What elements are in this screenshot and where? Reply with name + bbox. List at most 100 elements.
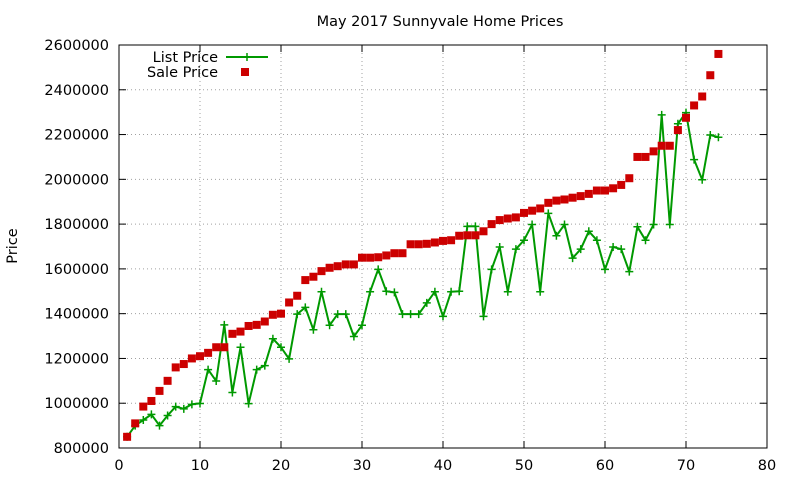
sale-price-point — [649, 147, 658, 156]
list-price-point — [495, 242, 504, 251]
list-price-point — [317, 287, 326, 296]
sale-price-point — [544, 198, 553, 207]
list-price-point — [301, 303, 310, 312]
list-price-point — [592, 236, 601, 245]
sale-price-point — [601, 186, 609, 195]
y-tick-label: 1200000 — [44, 351, 109, 367]
sale-price-point — [479, 227, 488, 236]
sale-price-point — [349, 260, 358, 269]
list-price-point — [698, 175, 707, 184]
list-price-point — [204, 365, 213, 374]
list-price-point — [422, 298, 431, 307]
x-tick-label: 70 — [677, 458, 695, 474]
list-price-point — [196, 399, 204, 408]
x-tick-label: 40 — [434, 458, 452, 474]
y-tick-labels: 800000 1000000 1200000 1400000 1600000 180000… — [44, 38, 109, 457]
list-price-point — [390, 288, 399, 297]
list-price-point — [252, 365, 261, 374]
list-price-point — [601, 265, 609, 274]
chart-title: May 2017 Sunnyvale Home Prices — [317, 14, 564, 30]
list-price-point — [641, 236, 650, 245]
list-price-point — [511, 245, 520, 254]
list-price-point — [309, 325, 318, 334]
list-price-point — [536, 287, 545, 296]
list-price-point — [706, 131, 715, 140]
list-price-point — [277, 343, 285, 352]
list-price-point — [285, 354, 294, 363]
list-price-point — [503, 287, 512, 296]
sale-price-point — [633, 152, 642, 161]
sale-price-point — [220, 343, 229, 352]
list-price-point — [358, 321, 366, 330]
x-tick-label: 80 — [758, 458, 776, 474]
sale-price-point — [382, 251, 391, 260]
sale-price-point — [511, 213, 520, 222]
sale-price-point — [187, 354, 196, 363]
sale-price-point — [560, 195, 569, 204]
legend-plus-glyph — [243, 53, 251, 61]
legend-square-marker — [241, 68, 249, 76]
list-price-point — [625, 267, 634, 276]
y-tick-label: 1600000 — [44, 262, 109, 278]
sale-price-point — [552, 196, 561, 205]
sale-price-point — [301, 276, 310, 285]
list-price-point — [171, 402, 180, 411]
list-price-point — [584, 227, 593, 236]
list-price-point — [430, 287, 439, 296]
list-price-point — [576, 245, 585, 254]
sale-price-point — [617, 180, 626, 189]
sale-price-point — [714, 49, 723, 58]
legend: List Price Sale Price — [147, 50, 268, 81]
sale-price-point — [584, 189, 593, 198]
sale-price-point — [439, 236, 447, 245]
list-price-point — [690, 155, 699, 164]
sale-price-point — [625, 174, 634, 183]
list-price-point — [341, 310, 350, 319]
sale-price-point — [131, 419, 140, 428]
list-price-point — [552, 231, 561, 240]
sale-price-point — [139, 402, 148, 411]
list-price-point — [455, 287, 464, 296]
axes — [118, 44, 768, 449]
sale-price-point — [212, 343, 221, 352]
list-price-point — [236, 343, 245, 352]
sale-price-point — [147, 396, 156, 405]
sale-price-point — [682, 113, 690, 122]
sale-price-point — [665, 141, 674, 150]
legend-label-sale-price: Sale Price — [147, 65, 218, 81]
list-price-point — [268, 334, 277, 343]
list-price-point — [382, 287, 391, 296]
x-tick-label: 20 — [272, 458, 290, 474]
sale-price-point — [487, 220, 496, 229]
sale-price-point — [179, 360, 188, 369]
list-price-point — [633, 222, 642, 231]
sale-price-point — [236, 327, 245, 336]
list-price-point — [366, 287, 375, 296]
x-tick-label: 60 — [596, 458, 614, 474]
sale-price-point — [204, 348, 213, 357]
sale-price-point — [309, 272, 318, 281]
list-price-point — [139, 416, 148, 425]
list-price-point — [657, 110, 666, 119]
list-price-point — [325, 321, 334, 330]
list-price-point — [220, 320, 229, 329]
list-price-point — [260, 361, 269, 370]
list-price-point — [333, 310, 342, 319]
grid-layer — [119, 45, 767, 448]
sale-price-point — [414, 240, 423, 249]
y-tick-label: 2200000 — [44, 128, 109, 144]
sale-price-point — [374, 253, 383, 262]
sale-price-point — [609, 184, 618, 193]
list-price-point — [520, 236, 528, 245]
sale-price-point — [463, 231, 472, 240]
y-axis-label: Price — [5, 228, 21, 263]
sale-price-point — [706, 71, 715, 80]
sale-price-point — [155, 386, 164, 395]
list-price-point — [665, 220, 674, 229]
sale-price-point — [576, 192, 585, 201]
sale-price-point — [447, 236, 456, 245]
sale-price-point — [503, 214, 512, 223]
list-price-point — [147, 410, 156, 419]
